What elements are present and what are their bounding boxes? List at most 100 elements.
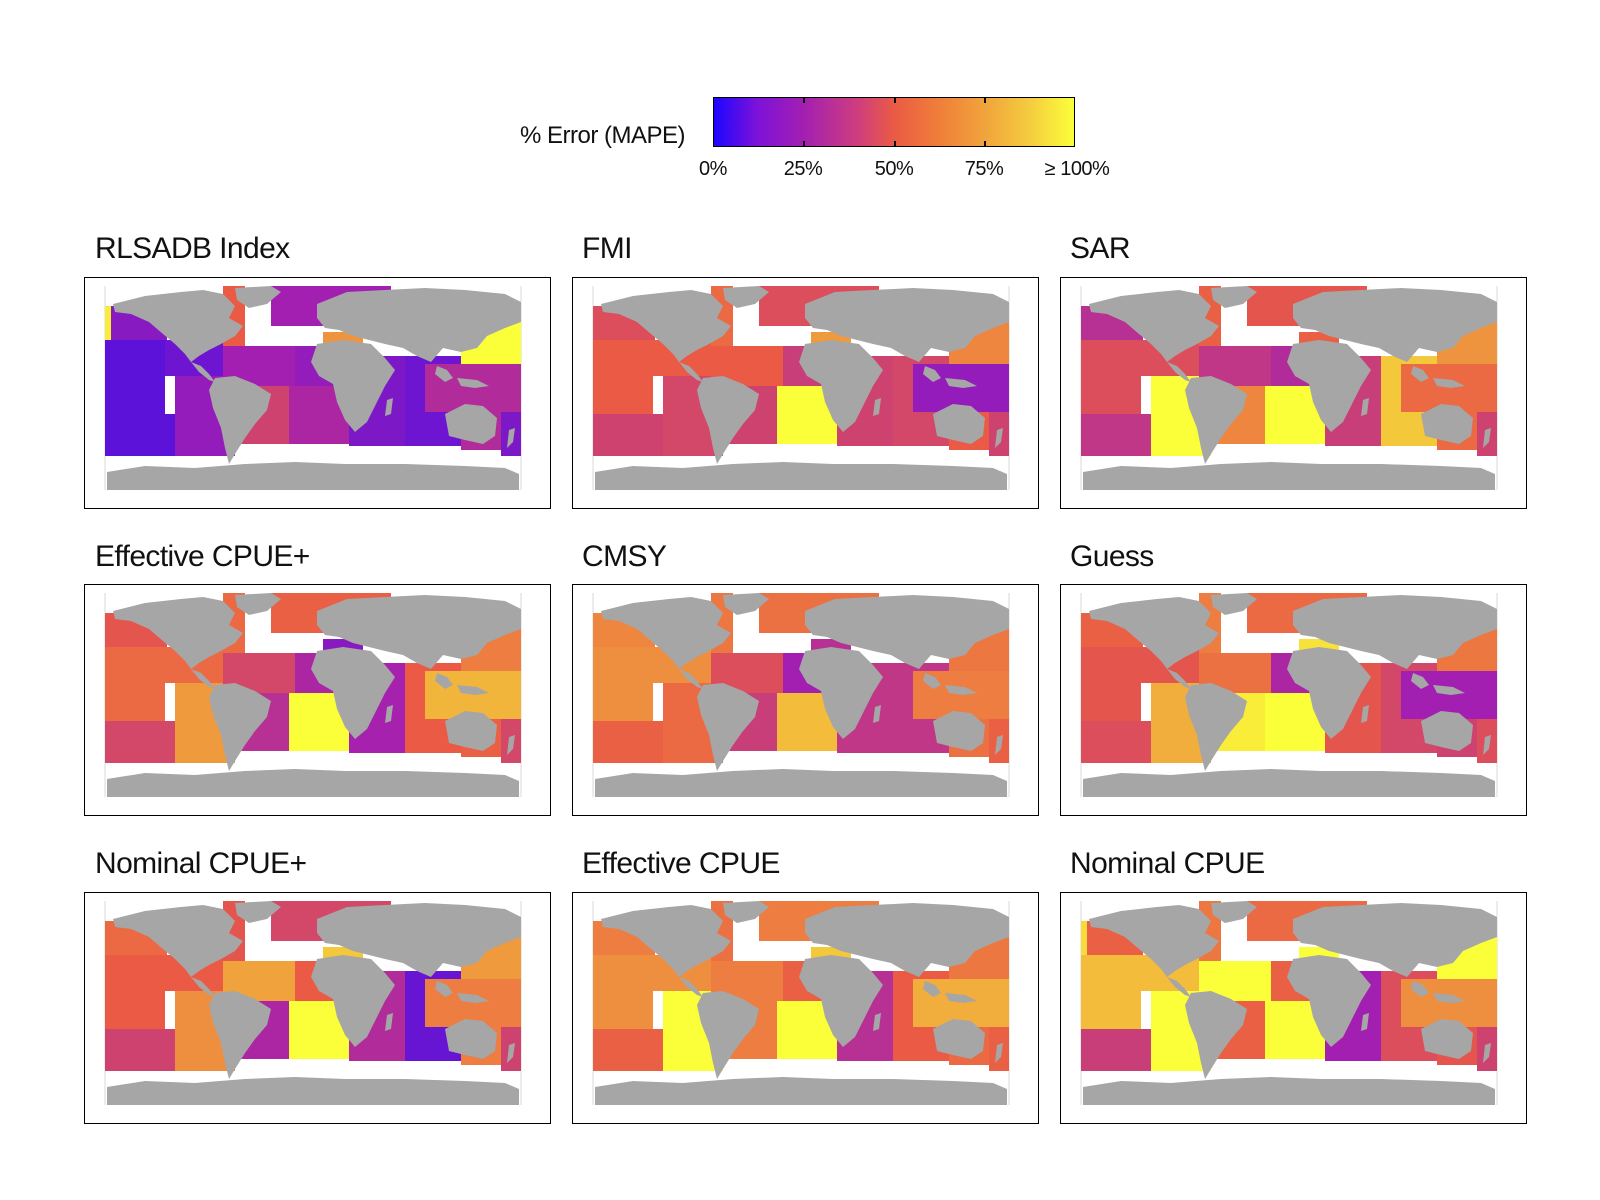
colorbar-tick-label: 75% [964, 158, 1004, 180]
land-shape [435, 366, 453, 382]
land-shape [1433, 685, 1465, 695]
land-shape [923, 981, 941, 997]
land-shape [191, 669, 215, 689]
land-shape [209, 376, 271, 464]
land-shape [1211, 286, 1257, 308]
panel-title: Nominal CPUE+ [95, 847, 307, 880]
region-w-central-pacific [593, 340, 653, 414]
land-shape [723, 286, 769, 308]
land-shape [1089, 905, 1219, 977]
land-shape [1421, 404, 1473, 444]
land-shape [235, 901, 281, 923]
land-shape [317, 595, 521, 669]
land-shape [923, 366, 941, 382]
land-shape [923, 673, 941, 689]
land-shape [873, 705, 881, 723]
land-shape [457, 993, 489, 1003]
map-panel [572, 277, 1039, 509]
region-sw-pacific [1081, 414, 1151, 456]
panel-title: Guess [1070, 540, 1154, 573]
land-shape [595, 769, 1007, 797]
land-shape [723, 593, 769, 615]
region-nw-pacific-edge [593, 921, 599, 975]
land-shape [601, 290, 731, 362]
region-nw-pacific-edge [105, 613, 111, 667]
region-sw-pacific [1081, 721, 1151, 763]
land-shape [1211, 901, 1257, 923]
panel-title: RLSADB Index [95, 232, 290, 265]
land-shape [385, 1013, 393, 1031]
land-shape [507, 1043, 515, 1063]
region-w-central-pacific [1081, 340, 1141, 414]
land-shape [311, 955, 395, 1047]
land-shape [113, 905, 243, 977]
map-panel [572, 584, 1039, 816]
colorbar-tick-label: 25% [783, 158, 823, 180]
land-shape [1089, 597, 1219, 669]
colorbar-tick-label: ≥ 100% [1044, 158, 1110, 180]
land-shape [317, 288, 521, 362]
land-shape [457, 378, 489, 388]
land-shape [601, 905, 731, 977]
land-shape [595, 1077, 1007, 1105]
land-shape [507, 428, 515, 448]
region-sw-pacific [593, 721, 663, 763]
land-shape [1287, 647, 1371, 739]
land-shape [1185, 683, 1247, 771]
panel-title: Effective CPUE [582, 847, 780, 880]
land-shape [799, 955, 883, 1047]
land-shape [1089, 290, 1219, 362]
land-shape [945, 378, 977, 388]
world-map [592, 593, 1010, 797]
panel-title: Effective CPUE+ [95, 540, 310, 573]
region-w-central-pacific [1081, 647, 1141, 721]
land-shape [679, 362, 703, 382]
land-shape [873, 398, 881, 416]
land-shape [445, 1019, 497, 1059]
land-shape [1185, 376, 1247, 464]
land-shape [1167, 362, 1191, 382]
region-sw-pacific [1081, 1029, 1151, 1071]
map-panel [84, 892, 551, 1124]
land-shape [679, 977, 703, 997]
region-w-central-pacific [105, 340, 165, 414]
panel-title: CMSY [582, 540, 667, 573]
region-sw-pacific [593, 414, 663, 456]
land-shape [995, 428, 1003, 448]
land-shape [107, 1077, 519, 1105]
region-sw-pacific [105, 414, 175, 456]
world-map [1080, 286, 1498, 490]
world-map [104, 286, 522, 490]
map-panel [1060, 892, 1527, 1124]
land-shape [1483, 428, 1491, 448]
land-shape [1483, 735, 1491, 755]
region-sw-pacific [593, 1029, 663, 1071]
land-shape [1483, 1043, 1491, 1063]
world-map [104, 593, 522, 797]
land-shape [385, 705, 393, 723]
region-nw-pacific-edge [105, 306, 111, 360]
land-shape [1361, 398, 1369, 416]
land-shape [311, 340, 395, 432]
land-shape [191, 362, 215, 382]
land-shape [1211, 593, 1257, 615]
land-shape [723, 901, 769, 923]
land-shape [595, 462, 1007, 490]
colorbar [713, 97, 1075, 147]
region-nw-pacific-edge [593, 306, 599, 360]
land-shape [445, 404, 497, 444]
land-shape [679, 669, 703, 689]
region-nw-pacific-edge [1081, 306, 1087, 360]
region-nw-pacific-edge [1081, 613, 1087, 667]
land-shape [933, 711, 985, 751]
land-shape [235, 286, 281, 308]
land-shape [995, 1043, 1003, 1063]
region-nw-pacific-edge [1081, 921, 1087, 975]
land-shape [1433, 993, 1465, 1003]
colorbar-label: % Error (MAPE) [520, 122, 686, 149]
land-shape [1083, 462, 1495, 490]
land-shape [1287, 955, 1371, 1047]
land-shape [435, 981, 453, 997]
land-shape [1185, 991, 1247, 1079]
land-shape [805, 288, 1009, 362]
